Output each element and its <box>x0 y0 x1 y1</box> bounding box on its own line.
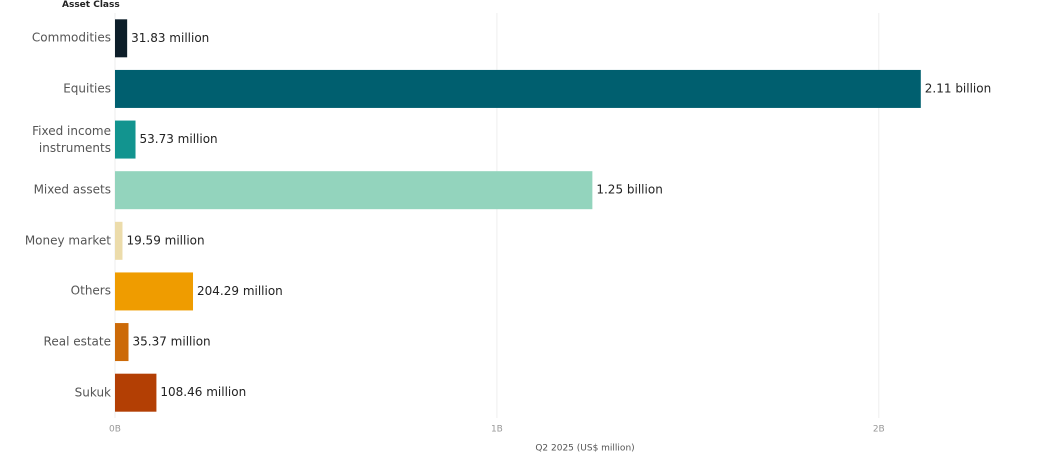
bar <box>115 69 921 108</box>
value-label: 204.29 million <box>197 284 283 298</box>
bar <box>115 323 129 362</box>
value-label: 35.37 million <box>133 335 211 349</box>
bar <box>115 221 123 260</box>
x-tick-label: 2B <box>873 425 885 435</box>
bar <box>115 120 136 159</box>
bar <box>115 19 128 58</box>
bar <box>115 373 157 412</box>
category-label: Money market <box>24 233 111 248</box>
value-label: 53.73 million <box>140 132 218 146</box>
x-tick-label: 0B <box>109 425 121 435</box>
value-label: 1.25 billion <box>596 183 662 197</box>
value-label: 2.11 billion <box>925 81 991 95</box>
category-label: Sukuk <box>74 385 111 400</box>
category-label: Real estate <box>43 334 111 349</box>
x-tick-label: 1B <box>491 425 503 435</box>
x-axis-title: Q2 2025 (US$ million) <box>535 444 634 454</box>
category-label: Equities <box>63 81 111 96</box>
category-header: Asset Class <box>62 0 120 10</box>
value-label: 19.59 million <box>126 233 204 247</box>
bar <box>115 272 194 311</box>
category-label: Mixed assets <box>33 182 111 197</box>
value-label: 31.83 million <box>131 31 209 45</box>
category-label: Fixed income instruments <box>32 123 111 155</box>
value-label: 108.46 million <box>160 385 246 399</box>
bar <box>115 171 593 210</box>
category-label: Commodities <box>31 30 111 45</box>
category-label: Others <box>70 283 111 298</box>
